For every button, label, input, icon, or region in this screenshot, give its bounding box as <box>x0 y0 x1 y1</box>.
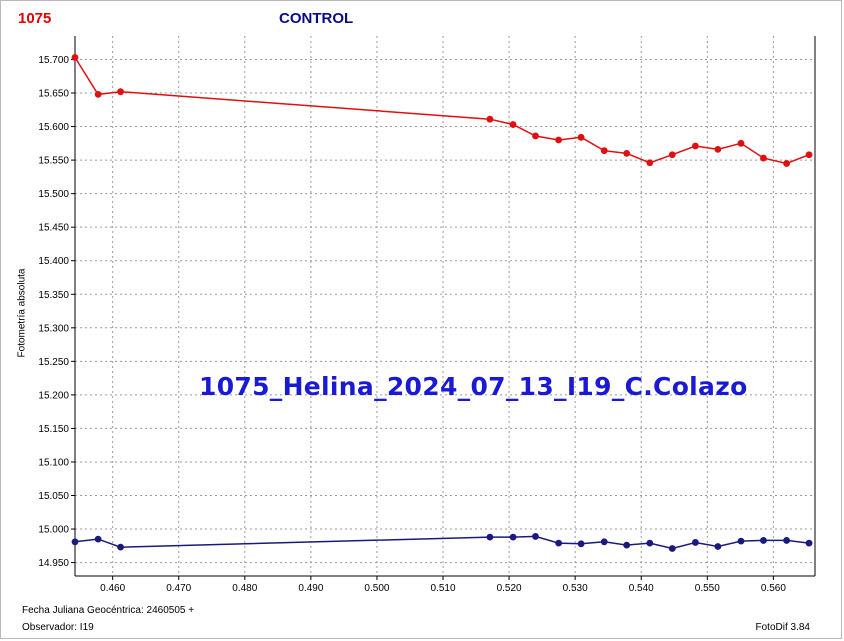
x-tick-label: 0.470 <box>166 583 191 594</box>
y-tick-label: 15.000 <box>38 525 69 536</box>
target-series-point <box>668 151 676 159</box>
y-tick-label: 15.550 <box>38 156 69 167</box>
control-star-series-point <box>714 543 722 550</box>
y-tick-label: 15.100 <box>38 457 69 468</box>
target-series-point <box>760 154 767 162</box>
control-star-series-point <box>577 540 585 548</box>
target-series-point <box>805 151 813 159</box>
y-tick-label: 15.200 <box>38 390 69 401</box>
observation-watermark: 1075_Helina_2024_07_13_I19_C.Colazo <box>199 372 748 401</box>
target-series-point <box>600 147 608 155</box>
target-series-point <box>646 159 654 167</box>
x-tick-label: 0.560 <box>761 583 786 594</box>
control-star-series-point <box>532 533 539 540</box>
target-series-point <box>532 132 539 140</box>
target-series-point <box>714 145 722 153</box>
control-star-series-point <box>509 533 517 541</box>
target-series-point <box>577 133 585 141</box>
y-tick-label: 15.600 <box>38 122 69 133</box>
control-star-series-point <box>600 538 608 546</box>
y-tick-label: 14.950 <box>38 558 69 569</box>
control-star-series-line <box>74 535 810 550</box>
object-number-label: 1075 <box>18 10 52 27</box>
x-tick-label: 0.540 <box>629 583 654 594</box>
y-tick-label: 15.400 <box>38 256 69 267</box>
x-tick-label: 0.510 <box>431 583 456 594</box>
control-star-series-point <box>668 545 676 552</box>
target-series-point <box>783 160 790 167</box>
target-series-point <box>117 88 124 96</box>
target-series-point <box>509 121 517 128</box>
observer-label: Observador: I19 <box>22 622 94 633</box>
y-tick-label: 15.250 <box>38 357 69 368</box>
control-star-series-point <box>555 539 563 547</box>
control-star-series-point <box>737 537 745 545</box>
target-series-point <box>737 139 745 147</box>
y-tick-label: 15.150 <box>38 424 69 435</box>
x-tick-label: 0.520 <box>497 583 522 594</box>
control-star-series-point <box>486 533 494 541</box>
target-series-point <box>623 149 631 157</box>
target-series-point <box>486 115 494 123</box>
x-tick-label: 0.530 <box>563 583 588 594</box>
target-series-point <box>555 136 563 144</box>
y-tick-label: 15.700 <box>38 55 69 66</box>
control-star-series-point <box>692 539 699 546</box>
target-series-point <box>692 142 699 150</box>
y-tick-label: 15.450 <box>38 223 69 234</box>
x-tick-label: 0.460 <box>100 583 125 594</box>
control-star-series-point <box>71 538 79 546</box>
x-tick-label: 0.500 <box>364 583 389 594</box>
y-tick-label: 15.050 <box>38 491 69 502</box>
control-star-series-point <box>760 537 767 544</box>
control-star-series-point <box>783 537 790 544</box>
chart-title: CONTROL <box>279 10 354 27</box>
x-tick-label: 0.480 <box>232 583 257 594</box>
control-star-series-point <box>94 535 102 543</box>
y-tick-label: 15.300 <box>38 323 69 334</box>
y-tick-label: 15.500 <box>38 189 69 200</box>
target-series-line <box>74 57 810 165</box>
x-tick-label: 0.490 <box>298 583 323 594</box>
control-star-series-point <box>117 543 124 551</box>
software-version-label: FotoDif 3.84 <box>755 622 810 633</box>
julian-date-label: Fecha Juliana Geocéntrica: 2460505 + <box>22 605 195 616</box>
target-series-point <box>71 54 79 61</box>
target-series-point <box>94 90 102 98</box>
control-star-series-point <box>623 541 631 549</box>
x-tick-label: 0.550 <box>695 583 720 594</box>
control-star-series-point <box>646 539 654 547</box>
plot-background <box>75 36 815 576</box>
control-star-series-point <box>805 539 813 547</box>
y-tick-label: 15.350 <box>38 290 69 301</box>
y-tick-label: 15.650 <box>38 89 69 100</box>
